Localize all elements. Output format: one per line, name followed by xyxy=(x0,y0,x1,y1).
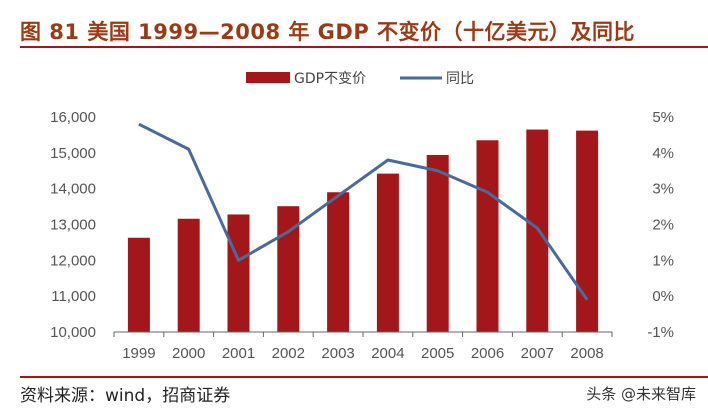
bar-2002 xyxy=(277,206,300,332)
x-tick-label: 2006 xyxy=(471,345,504,362)
x-tick-label: 2000 xyxy=(172,345,205,362)
bar-2008 xyxy=(576,130,599,332)
source-note: 资料来源：wind，招商证券 xyxy=(20,386,231,406)
bar-1999 xyxy=(127,237,150,332)
bar-2005 xyxy=(426,154,449,332)
bar-2007 xyxy=(526,129,549,332)
x-tick-label: 2004 xyxy=(371,345,404,362)
x-tick-label: 1999 xyxy=(122,345,155,362)
x-tick-label: 2008 xyxy=(570,345,603,362)
left-tick-label: 14,000 xyxy=(50,181,96,198)
x-tick-label: 2007 xyxy=(521,345,554,362)
bar-2006 xyxy=(476,140,499,332)
x-tick-label: 2003 xyxy=(321,345,354,362)
footer-divider xyxy=(20,376,708,378)
left-tick-label: 12,000 xyxy=(50,252,96,269)
bar-2004 xyxy=(376,173,399,332)
chart-title: 图 81 美国 1999—2008 年 GDP 不变价（十亿美元）及同比 xyxy=(20,20,636,44)
right-tick-label: 3% xyxy=(652,181,674,198)
left-tick-label: 11,000 xyxy=(51,288,96,305)
bar-2000 xyxy=(177,218,200,332)
bar-2001 xyxy=(227,214,250,332)
right-tick-label: 4% xyxy=(652,145,674,162)
left-tick-label: 13,000 xyxy=(50,217,96,234)
title-divider xyxy=(20,46,708,48)
x-tick-label: 2002 xyxy=(272,345,305,362)
right-tick-label: 5% xyxy=(652,109,674,126)
legend-label-gdp: GDP不变价 xyxy=(294,71,366,87)
bar-2003 xyxy=(327,192,350,332)
legend-swatch-gdp xyxy=(246,72,290,83)
left-tick-label: 10,000 xyxy=(50,324,96,341)
x-tick-label: 2001 xyxy=(222,345,255,362)
right-tick-label: 2% xyxy=(652,217,674,234)
right-tick-label: 1% xyxy=(652,252,674,269)
right-tick-label: 0% xyxy=(652,288,674,305)
left-tick-label: 15,000 xyxy=(50,145,96,162)
watermark: 头条 @未来智库 xyxy=(586,385,696,403)
right-tick-label: -1% xyxy=(647,324,674,341)
left-tick-label: 16,000 xyxy=(50,109,96,126)
x-tick-label: 2005 xyxy=(421,345,454,362)
legend-label-yoy: 同比 xyxy=(446,71,474,87)
series-line-yoy xyxy=(138,122,589,301)
